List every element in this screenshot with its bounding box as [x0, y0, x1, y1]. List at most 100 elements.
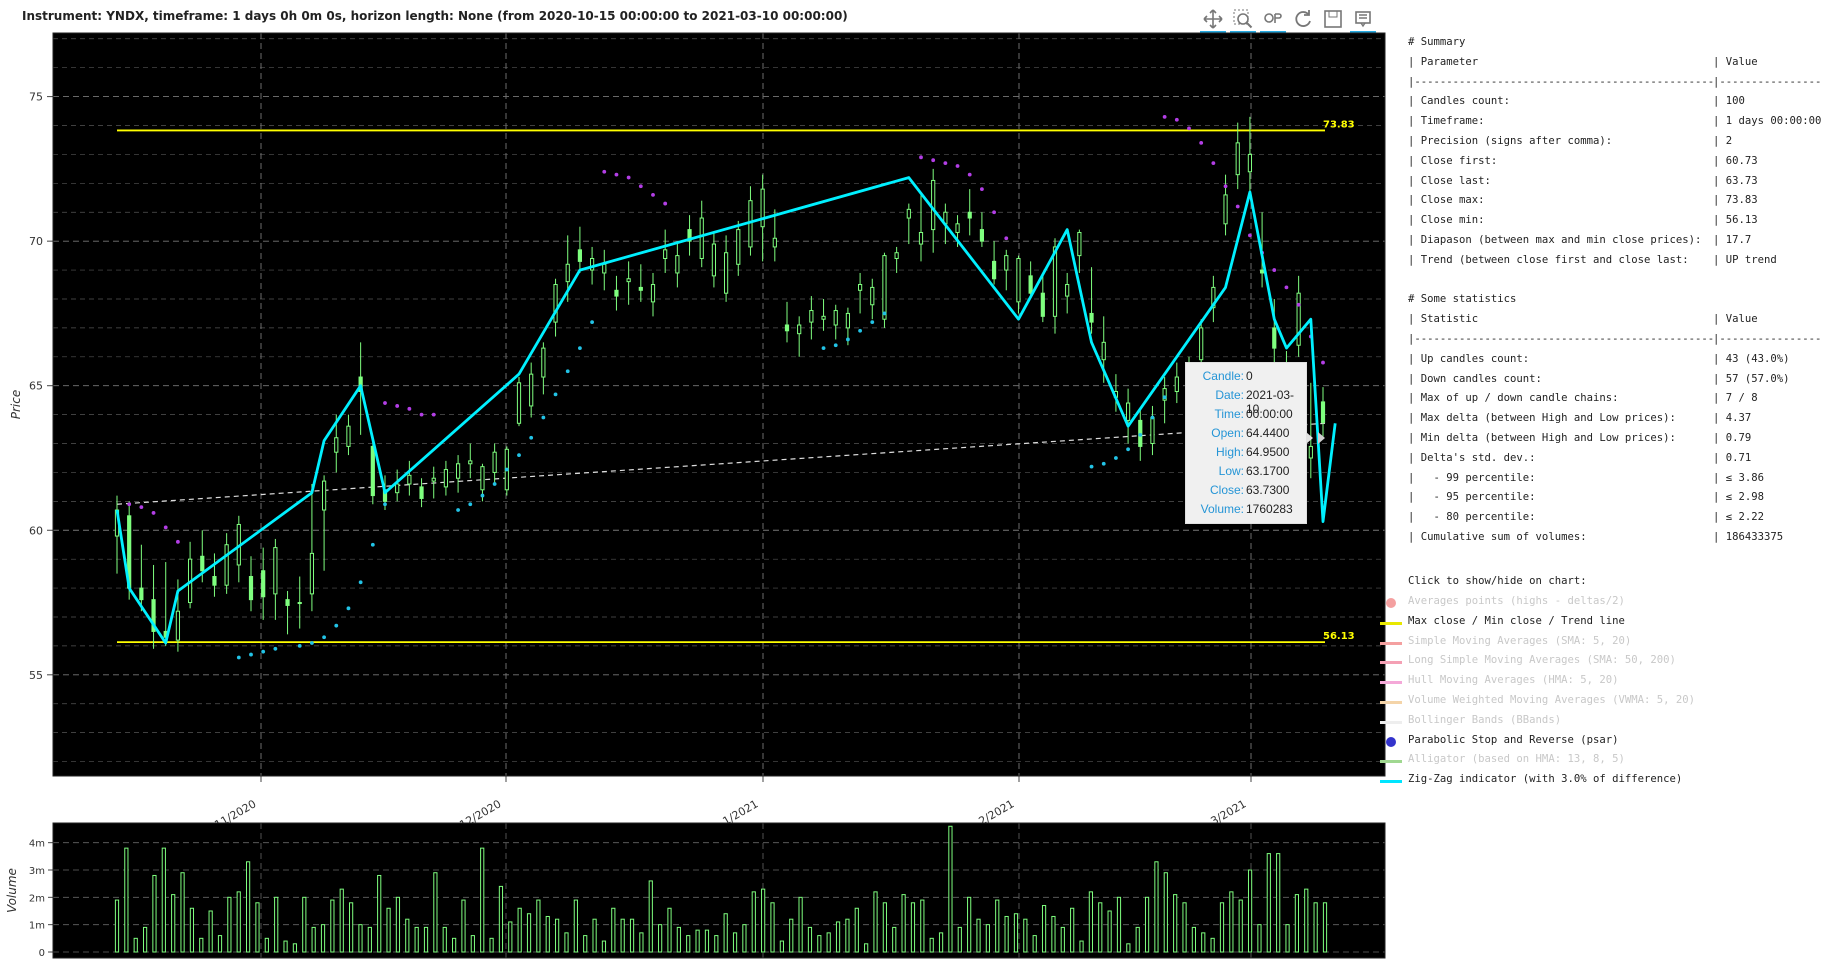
volume-bar — [414, 926, 419, 953]
wheel-zoom-tool[interactable] — [1260, 6, 1286, 33]
volume-bar — [161, 847, 166, 953]
volume-bar — [1144, 896, 1150, 953]
volume-bar — [1219, 902, 1225, 953]
volume-bar — [152, 874, 157, 953]
candle-body — [918, 231, 924, 245]
legend-item[interactable]: Zig-Zag indicator (with 3.0% of differen… — [1380, 773, 1800, 791]
candle-body — [1077, 231, 1082, 257]
legend-line-icon — [1380, 681, 1402, 685]
candle-body — [1235, 142, 1240, 176]
stats-row: | Min delta (between High and Low prices… — [1408, 429, 1825, 449]
volume-bar — [1126, 943, 1131, 953]
volume-bar — [1322, 902, 1328, 953]
volume-bar — [433, 872, 438, 953]
volume-bar — [985, 924, 990, 953]
psar-dot — [565, 369, 570, 374]
volume-bar — [901, 894, 906, 953]
volume-y-tick-label: 2m — [29, 893, 45, 904]
candle-body — [309, 552, 315, 595]
pan-tool[interactable] — [1200, 6, 1226, 33]
candle-body — [541, 347, 546, 378]
legend-item[interactable]: Hull Moving Averages (HMA: 5, 20) — [1380, 674, 1800, 692]
candle-body — [626, 278, 631, 283]
candle-body — [736, 229, 741, 265]
volume-bar — [1051, 915, 1056, 953]
volume-bar — [1266, 853, 1271, 953]
legend-item[interactable]: Parabolic Stop and Reverse (psar) — [1380, 734, 1800, 752]
volume-bar — [686, 935, 691, 953]
legend-label: Volume Weighted Moving Averages (VWMA: 5… — [1408, 694, 1696, 706]
legend-item[interactable]: Volume Weighted Moving Averages (VWMA: 5… — [1380, 694, 1800, 712]
candle-body — [906, 208, 911, 219]
volume-y-tick-label: 4m — [29, 839, 45, 850]
legend-title: Click to show/hide on chart: — [1408, 575, 1587, 587]
save-tool[interactable] — [1320, 6, 1346, 32]
psar-dot — [480, 493, 485, 498]
psar-dot — [249, 652, 253, 657]
reset-tool[interactable] — [1290, 6, 1316, 32]
stats-value: | 1 days 00:00:00 — [1713, 115, 1822, 128]
box-zoom-tool[interactable] — [1230, 6, 1256, 33]
candle-body — [979, 229, 985, 242]
legend-item[interactable]: Long Simple Moving Averages (SMA: 50, 20… — [1380, 654, 1800, 672]
volume-bar — [845, 918, 850, 953]
candle-body — [419, 486, 424, 499]
psar-dot — [139, 505, 144, 510]
volume-bar — [957, 926, 962, 953]
candle-body — [492, 451, 497, 473]
legend-dot-icon — [1386, 598, 1396, 608]
legend-item[interactable]: Bollinger Bands (BBands) — [1380, 714, 1800, 732]
tooltip-row: Low: 63.1700 — [1186, 464, 1306, 484]
legend-line-icon — [1380, 621, 1402, 625]
hover-tooltip: Candle: 0 Date: 2021-03-10 Time: 00:00:00 Open… — [1185, 362, 1307, 524]
legend-item[interactable]: Simple Moving Averages (SMA: 5, 20) — [1380, 635, 1800, 653]
volume-y-tick-label: 3m — [29, 866, 45, 877]
psar-dot — [176, 539, 180, 544]
candle-body — [1089, 312, 1094, 323]
stats-row: | Cumulative sum of volumes: | 186433375 — [1408, 528, 1825, 548]
candle-body — [1004, 255, 1009, 271]
legend-item[interactable]: Alligator (based on HMA: 13, 8, 5) — [1380, 753, 1800, 771]
hover-tool[interactable] — [1350, 6, 1376, 33]
stats-value: |---------------- — [1713, 332, 1822, 345]
stats-value: | Value — [1713, 313, 1758, 326]
volume-bar — [1304, 888, 1309, 953]
volume-bar — [1070, 907, 1075, 953]
psar-dot — [1223, 184, 1228, 189]
psar-dot — [1138, 432, 1143, 437]
volume-bar — [770, 902, 775, 953]
stats-label: | - 80 percentile: — [1408, 511, 1536, 524]
zoom-box-icon — [1233, 9, 1253, 29]
psar-dot — [431, 412, 436, 417]
psar-dot — [456, 508, 460, 512]
psar-dot — [273, 646, 278, 651]
volume-bar — [910, 902, 916, 953]
psar-dot — [1321, 360, 1325, 365]
tooltip-row: Candle: 0 — [1186, 369, 1306, 389]
volume-bar — [676, 926, 681, 953]
tooltip-key: Candle: — [1202, 369, 1244, 383]
psar-dot — [1174, 117, 1179, 122]
volume-bar — [264, 937, 269, 953]
psar-dot — [1248, 233, 1252, 238]
volume-bar — [142, 926, 148, 953]
legend-item[interactable]: Max close / Min close / Trend line — [1380, 615, 1800, 633]
psar-dot — [578, 346, 582, 351]
volume-bar — [995, 899, 1000, 953]
candle-body — [1016, 258, 1021, 303]
tooltip-row: Open: 64.4400 — [1186, 426, 1306, 446]
volume-bar — [658, 924, 663, 953]
psar-dot — [980, 187, 984, 192]
legend-item[interactable]: Averages points (highs - deltas/2) — [1380, 595, 1800, 613]
candle-body — [723, 252, 729, 294]
stats-label: | Statistic — [1408, 313, 1479, 326]
price-plot-border — [52, 32, 1386, 777]
psar-dot — [517, 453, 521, 457]
volume-bar — [714, 935, 719, 953]
volume-bar — [798, 896, 803, 953]
candle-body — [1211, 286, 1216, 309]
stats-label: | Up candles count: — [1408, 352, 1530, 365]
tooltip-row: Date: 2021-03-10 — [1186, 388, 1306, 416]
volume-bar — [920, 899, 925, 953]
